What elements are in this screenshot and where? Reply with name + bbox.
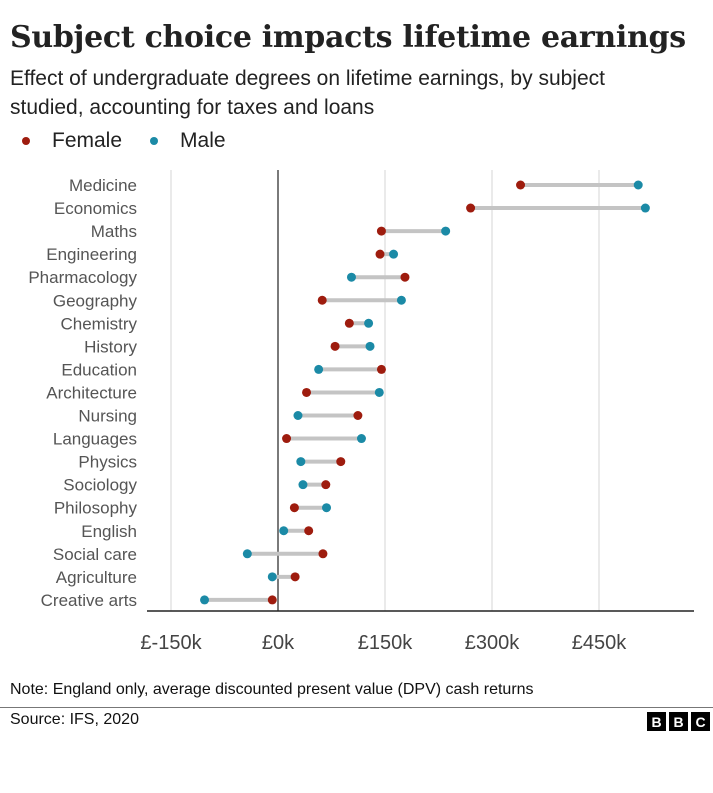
category-label: Chemistry — [60, 314, 137, 333]
female-dot-icon — [22, 137, 30, 145]
female-point — [375, 249, 385, 259]
category-label: History — [84, 337, 137, 356]
male-point — [389, 249, 399, 259]
category-label: Geography — [53, 291, 138, 310]
female-point — [336, 457, 346, 467]
female-point — [318, 549, 328, 559]
category-label: Agriculture — [56, 568, 137, 587]
legend-item-female: Female — [22, 129, 122, 153]
x-tick-label: £150k — [358, 632, 413, 654]
male-point — [322, 503, 332, 513]
female-point — [317, 295, 327, 305]
male-point — [365, 341, 375, 351]
female-point — [376, 364, 386, 374]
male-point — [293, 411, 303, 420]
male-point — [242, 549, 252, 559]
male-point — [346, 272, 356, 282]
female-point — [466, 203, 476, 213]
female-point — [302, 387, 312, 397]
male-dot-icon — [150, 137, 159, 145]
category-label: Economics — [54, 199, 137, 218]
category-label: Philosophy — [54, 499, 138, 518]
category-label: Architecture — [46, 383, 137, 402]
female-point — [267, 595, 277, 605]
bbc-logo-letter: C — [691, 712, 710, 731]
male-point — [279, 526, 289, 536]
chart-subtitle: Effect of undergraduate degrees on lifet… — [10, 67, 605, 119]
category-label: Engineering — [46, 245, 137, 264]
category-label: Creative arts — [41, 591, 137, 610]
category-label: Social care — [53, 545, 137, 564]
bbc-logo-letter: B — [647, 712, 666, 731]
male-point — [356, 434, 366, 444]
category-label: Sociology — [63, 476, 137, 495]
chart-note: Note: England only, average discounted p… — [10, 681, 534, 698]
category-label: Nursing — [78, 407, 137, 426]
chart-source: Source: IFS, 2020 — [10, 711, 139, 728]
legend: Female Male — [22, 129, 254, 153]
female-point — [400, 272, 410, 282]
bbc-logo-letter: B — [669, 712, 688, 731]
footer-divider — [0, 707, 713, 708]
category-label: Education — [61, 360, 137, 379]
category-label: Languages — [53, 430, 137, 449]
bbc-logo: B B C — [647, 712, 710, 731]
category-label: English — [81, 522, 137, 541]
dumbbell-chart: £-150k £0k £150k £300k £450k Medicine Economic… — [28, 170, 694, 654]
category-label: Pharmacology — [28, 268, 137, 287]
x-tick-label: £300k — [465, 632, 520, 654]
female-point — [330, 341, 340, 351]
legend-label-female: Female — [52, 129, 123, 152]
category-label: Physics — [78, 453, 137, 472]
female-point — [290, 572, 300, 582]
male-point — [396, 295, 406, 305]
male-point — [296, 457, 306, 467]
male-point — [364, 318, 374, 328]
legend-item-male: Male — [150, 129, 226, 153]
category-label: Medicine — [69, 176, 137, 195]
male-point — [298, 480, 308, 490]
female-point — [289, 503, 299, 513]
female-point — [304, 526, 314, 536]
male-point — [633, 180, 643, 190]
female-point — [376, 226, 386, 236]
legend-label-male: Male — [180, 129, 226, 152]
category-label: Maths — [91, 222, 137, 241]
male-point — [441, 226, 451, 236]
x-tick-label: £450k — [572, 632, 627, 654]
chart-title: Subject choice impacts lifetime earnings — [10, 20, 686, 55]
male-point — [314, 364, 324, 374]
male-point — [374, 387, 384, 397]
female-point — [353, 411, 363, 420]
female-point — [344, 318, 354, 328]
female-point — [321, 480, 331, 490]
x-tick-label: £-150k — [140, 632, 202, 654]
female-point — [516, 180, 526, 190]
male-point — [267, 572, 277, 582]
male-point — [640, 203, 650, 213]
female-point — [282, 434, 292, 444]
x-tick-label: £0k — [262, 632, 295, 654]
male-point — [200, 595, 210, 605]
